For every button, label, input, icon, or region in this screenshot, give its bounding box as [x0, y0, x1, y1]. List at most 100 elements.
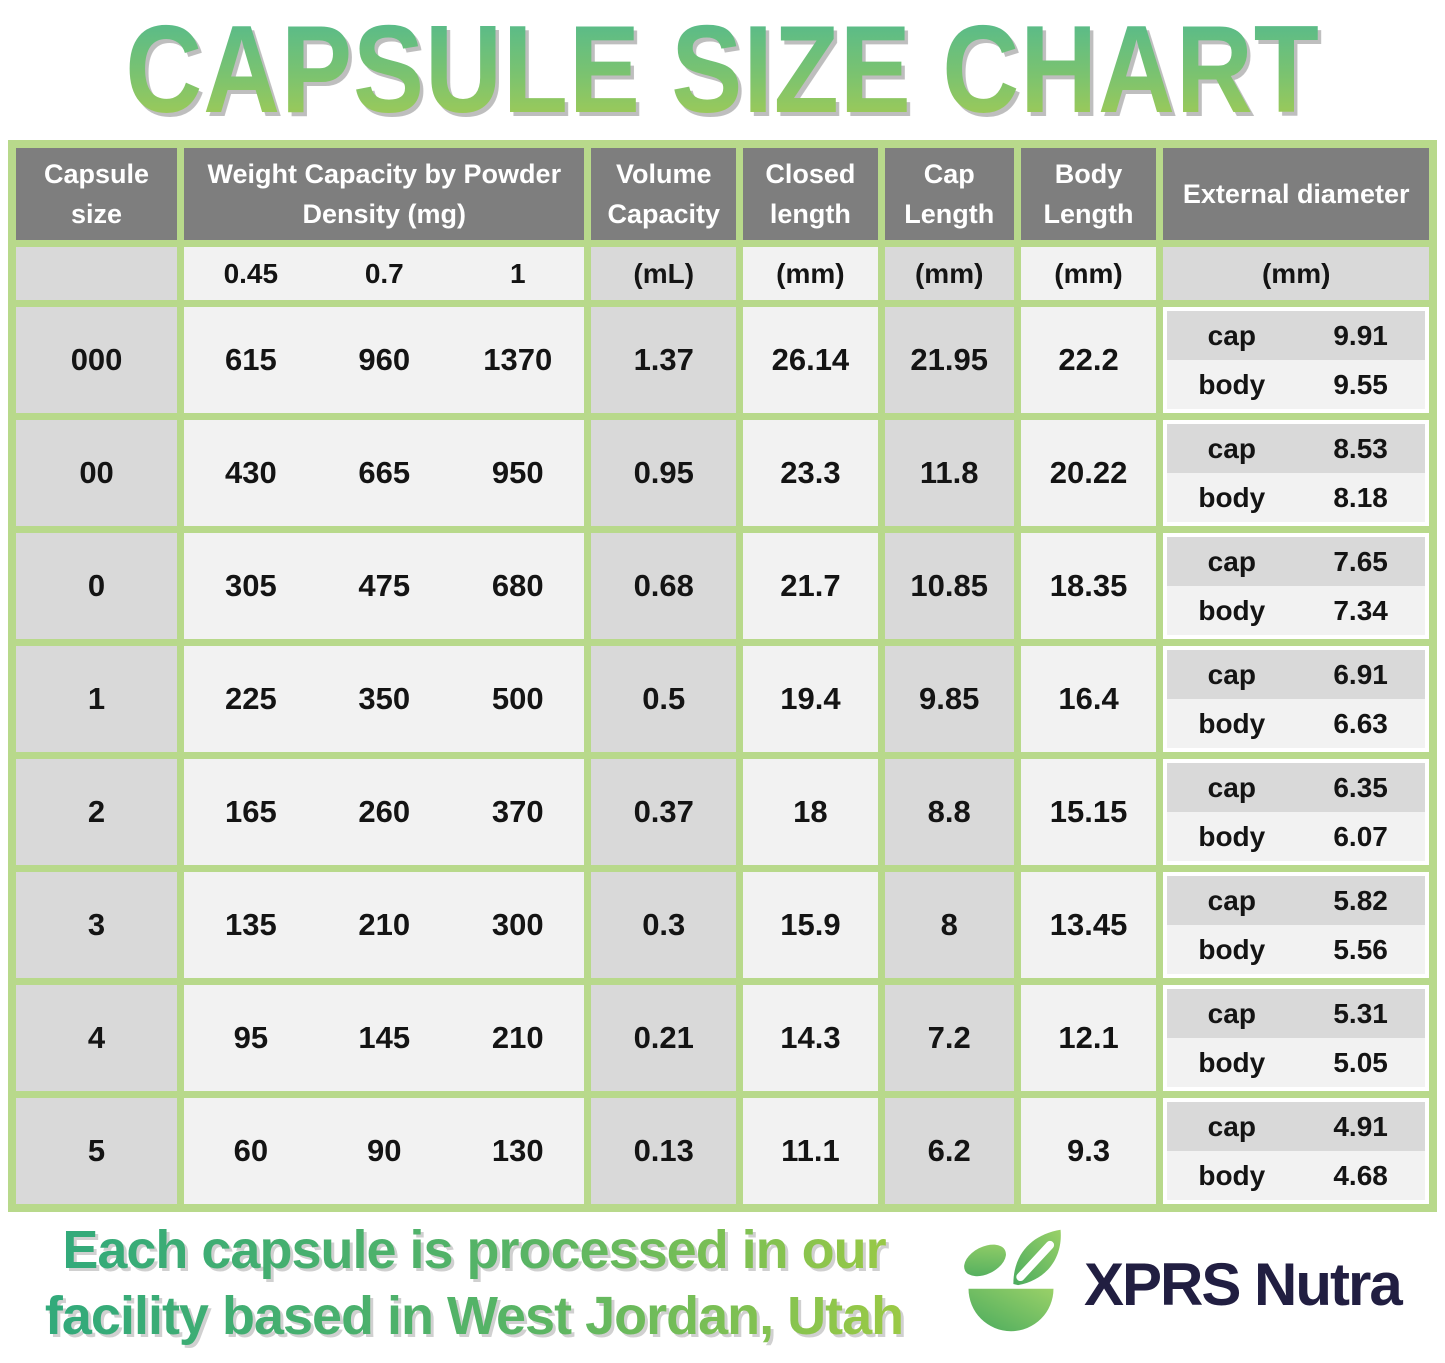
closed-length-value: 15.9 [743, 872, 878, 978]
density-value: 0.7 [364, 257, 404, 289]
column-header-body-length: Body Length [1020, 148, 1157, 240]
subheader-external-unit: (mm) [1163, 247, 1429, 300]
cap-length-value: 9.85 [884, 646, 1014, 752]
subheader-cap-unit: (mm) [884, 247, 1014, 300]
weight-value: 130 [491, 1133, 544, 1168]
body-length-value: 9.3 [1020, 1098, 1157, 1204]
closed-length-value: 21.7 [743, 533, 878, 639]
body-label: body [1198, 481, 1266, 513]
external-diameter-cap-row: cap 5.31 [1167, 989, 1425, 1038]
body-diameter-value: 5.56 [1333, 933, 1388, 965]
weight-value: 350 [358, 681, 411, 716]
page-header: CAPSULE SIZE CHART [0, 0, 1445, 140]
weight-value: 210 [491, 1020, 544, 1055]
body-length-value: 13.45 [1020, 872, 1157, 978]
cap-label: cap [1207, 1110, 1256, 1142]
external-diameter-cap-row: cap 9.91 [1167, 311, 1425, 360]
body-label: body [1198, 707, 1266, 739]
weight-value: 305 [224, 568, 277, 603]
cap-length-value: 6.2 [884, 1098, 1014, 1204]
weight-capacity-values: 165 260 370 [184, 759, 585, 865]
cap-diameter-value: 6.91 [1333, 658, 1388, 690]
weight-value: 500 [491, 681, 544, 716]
body-length-value: 12.1 [1020, 985, 1157, 1091]
body-label: body [1198, 933, 1266, 965]
density-value: 1 [509, 257, 526, 289]
external-diameter-cap-row: cap 6.35 [1167, 763, 1425, 812]
weight-capacity-values: 95 145 210 [184, 985, 585, 1091]
subheader-density-values: 0.45 0.7 1 [184, 247, 585, 300]
external-diameter-body-row: body 6.07 [1167, 812, 1425, 861]
external-diameter-body-row: body 6.63 [1167, 699, 1425, 748]
weight-value: 165 [224, 794, 277, 829]
capsule-size-value: 5 [16, 1098, 178, 1204]
weight-capacity-values: 305 475 680 [184, 533, 585, 639]
volume-capacity-value: 0.13 [591, 1098, 737, 1204]
weight-capacity-values: 225 350 500 [184, 646, 585, 752]
cap-diameter-value: 7.65 [1333, 545, 1388, 577]
body-length-value: 18.35 [1020, 533, 1157, 639]
volume-capacity-value: 0.5 [591, 646, 737, 752]
weight-value: 430 [224, 455, 277, 490]
cap-diameter-value: 5.31 [1333, 997, 1388, 1029]
closed-length-value: 23.3 [743, 420, 878, 526]
external-diameter-cell: cap 8.53 body 8.18 [1163, 420, 1429, 526]
capsule-size-value: 2 [16, 759, 178, 865]
weight-value: 475 [358, 568, 411, 603]
subheader-body-unit: (mm) [1020, 247, 1157, 300]
weight-capacity-values: 615 960 1370 [184, 307, 585, 413]
weight-value: 210 [358, 907, 411, 942]
external-diameter-cell: cap 5.31 body 5.05 [1163, 985, 1429, 1091]
weight-capacity-values: 135 210 300 [184, 872, 585, 978]
external-diameter-cap-row: cap 6.91 [1167, 650, 1425, 699]
capsule-size-value: 3 [16, 872, 178, 978]
cap-label: cap [1207, 319, 1256, 351]
weight-value: 95 [233, 1020, 269, 1055]
cap-length-value: 8 [884, 872, 1014, 978]
subheader-volume-unit: (mL) [591, 247, 737, 300]
body-diameter-value: 4.68 [1333, 1159, 1388, 1191]
cap-label: cap [1207, 658, 1256, 690]
closed-length-value: 14.3 [743, 985, 878, 1091]
weight-value: 90 [367, 1133, 402, 1168]
subheader-empty-cell [16, 247, 178, 300]
body-length-value: 15.15 [1020, 759, 1157, 865]
weight-value: 260 [358, 794, 411, 829]
body-diameter-value: 9.55 [1333, 368, 1388, 400]
body-label: body [1198, 368, 1266, 400]
column-header-weight-capacity: Weight Capacity by Powder Density (mg) [184, 148, 585, 240]
body-label: body [1198, 1046, 1266, 1078]
weight-value: 225 [224, 681, 277, 716]
external-diameter-body-row: body 9.55 [1167, 360, 1425, 409]
weight-value: 60 [233, 1133, 269, 1168]
external-diameter-body-row: body 4.68 [1167, 1151, 1425, 1200]
brand-name: XPRS Nutra [1084, 1250, 1403, 1318]
external-diameter-body-row: body 5.05 [1167, 1038, 1425, 1087]
cap-label: cap [1207, 432, 1256, 464]
external-diameter-cell: cap 9.91 body 9.55 [1163, 307, 1429, 413]
weight-value: 960 [358, 342, 411, 377]
external-diameter-cell: cap 7.65 body 7.34 [1163, 533, 1429, 639]
column-header-external-diameter: External diameter [1163, 148, 1429, 240]
column-header-capsule-size: Capsule size [16, 148, 178, 240]
capsule-size-table: Capsule size Weight Capacity by Powder D… [8, 140, 1437, 1212]
weight-value: 615 [224, 342, 277, 377]
mortar-pestle-leaf-icon [964, 1229, 1061, 1332]
cap-diameter-value: 9.91 [1333, 319, 1388, 351]
weight-value: 1370 [483, 342, 553, 377]
capsule-size-value: 00 [16, 420, 178, 526]
closed-length-value: 18 [743, 759, 878, 865]
weight-value: 680 [491, 568, 544, 603]
column-header-closed-length: Closed length [743, 148, 878, 240]
cap-label: cap [1207, 545, 1256, 577]
body-length-value: 16.4 [1020, 646, 1157, 752]
body-diameter-value: 7.34 [1333, 594, 1388, 626]
subheader-closed-unit: (mm) [743, 247, 878, 300]
external-diameter-cell: cap 6.91 body 6.63 [1163, 646, 1429, 752]
weight-value: 950 [491, 455, 544, 490]
page-title: CAPSULE SIZE CHART [125, 1, 1320, 139]
closed-length-value: 26.14 [743, 307, 878, 413]
column-header-cap-length: Cap Length [884, 148, 1014, 240]
capsule-size-value: 000 [16, 307, 178, 413]
cap-diameter-value: 4.91 [1333, 1110, 1388, 1142]
